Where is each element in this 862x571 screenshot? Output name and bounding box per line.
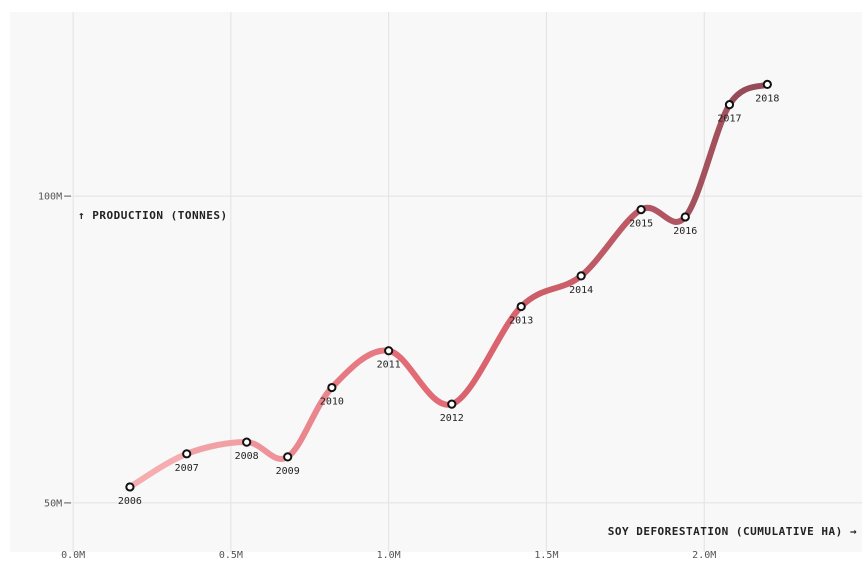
data-point-label: 2010 xyxy=(320,397,344,408)
data-point-marker xyxy=(182,449,192,459)
data-point-label: 2012 xyxy=(440,413,464,424)
data-point-marker xyxy=(447,399,457,409)
data-point-marker xyxy=(724,100,735,110)
series-segment xyxy=(578,206,645,279)
axes: 0.0M 0.5M 1.0M 1.5M 2.0M 50M 100M xyxy=(38,192,716,561)
data-point-marker xyxy=(125,482,135,492)
data-point-label: 2016 xyxy=(673,226,697,237)
series-segment xyxy=(638,204,689,225)
data-point-label: 2017 xyxy=(717,114,741,125)
data-point-label: 2011 xyxy=(377,360,401,371)
series-segment xyxy=(328,347,392,391)
series-segment xyxy=(284,384,335,460)
y-tick-label: 50M xyxy=(44,498,62,509)
gridlines xyxy=(72,12,862,552)
plot-background xyxy=(10,12,862,552)
x-axis-title: SOY DEFORESTATION (CUMULATIVE HA) → xyxy=(608,525,857,538)
data-point-marker xyxy=(636,204,646,215)
data-point-label: 2009 xyxy=(276,466,300,477)
data-point-label: 2008 xyxy=(235,451,259,462)
data-point-label: 2014 xyxy=(569,285,593,296)
data-point-marker xyxy=(283,452,293,462)
y-tick-label: 100M xyxy=(38,192,62,203)
series-segment xyxy=(682,101,733,220)
data-point-label: 2013 xyxy=(509,316,533,327)
data-point-marker xyxy=(384,346,394,356)
data-point-marker xyxy=(242,437,252,447)
data-point-marker xyxy=(576,271,586,281)
x-tick-label: 2.0M xyxy=(692,550,716,561)
data-point-marker xyxy=(327,382,337,393)
data-point-label: 2007 xyxy=(175,463,199,474)
series-segment xyxy=(448,303,525,408)
y-axis-title: ↑ PRODUCTION (TONNES) xyxy=(78,209,228,222)
x-tick-label: 0.0M xyxy=(61,550,85,561)
x-tick-label: 1.5M xyxy=(534,550,558,561)
x-tick-label: 0.5M xyxy=(219,550,243,561)
series-segment xyxy=(385,347,455,408)
series-segment xyxy=(518,272,585,310)
x-tick-label: 1.0M xyxy=(377,550,401,561)
data-point-label: 2018 xyxy=(755,93,779,104)
data-point-marker xyxy=(762,79,772,90)
data-point-marker xyxy=(680,212,690,222)
data-point-label: 2015 xyxy=(629,219,653,230)
data-points: 2006 2007 2008 2009 2010 2011 2012 2013 2014 2015… xyxy=(118,79,779,507)
data-point-label: 2006 xyxy=(118,496,142,507)
data-point-marker xyxy=(516,301,526,312)
